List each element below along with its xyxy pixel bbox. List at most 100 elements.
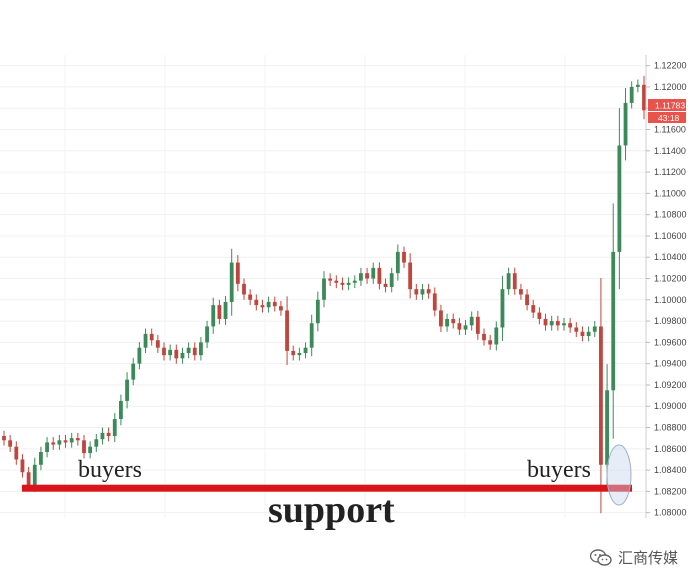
candle-body — [168, 349, 173, 356]
candle-body — [57, 440, 62, 445]
y-tick-label: 1.09400 — [654, 359, 687, 369]
watermark: 汇商传媒 — [589, 547, 678, 568]
candle-body — [211, 305, 216, 327]
candle-body — [149, 333, 154, 341]
candle-body — [45, 442, 49, 453]
candle-body — [2, 436, 6, 441]
candle-body — [359, 273, 363, 281]
candle-body — [82, 440, 86, 454]
price-tag-box — [648, 99, 686, 111]
y-tick-label: 1.12200 — [654, 61, 687, 71]
candle-body — [297, 353, 302, 356]
candle-body — [395, 251, 400, 274]
candle-body — [143, 333, 148, 348]
candlestick-series — [2, 75, 646, 514]
candle-body — [186, 347, 191, 354]
y-tick-label: 1.11200 — [654, 167, 686, 177]
y-axis: 1.08000 1.08200 1.08400 1.08600 1.08800 1.090… — [645, 55, 687, 518]
y-tick-label: 1.10800 — [654, 210, 687, 220]
candle-body — [432, 293, 437, 311]
candle-body — [371, 267, 376, 279]
candle-body — [352, 280, 357, 283]
y-tick-label: 1.08400 — [654, 465, 687, 475]
y-tick-label: 1.09200 — [654, 380, 687, 390]
candle-body — [549, 321, 554, 326]
candle-body — [506, 273, 511, 290]
price-tag-value: 1.11783 — [655, 101, 685, 111]
candle-body — [531, 305, 536, 313]
candle-body — [8, 440, 13, 447]
candle-body — [229, 262, 234, 302]
candle-body — [100, 432, 105, 440]
candle-body — [137, 347, 142, 364]
candle-body — [112, 419, 117, 437]
y-tick-label: 1.10200 — [654, 274, 687, 284]
candle-body — [611, 251, 616, 391]
candle-body — [69, 438, 74, 443]
candle-body — [574, 327, 579, 332]
candle-body — [51, 442, 56, 445]
candle-body — [525, 294, 529, 306]
y-tick-label: 1.09600 — [654, 337, 687, 347]
candle-body — [599, 326, 603, 465]
candle-body — [14, 446, 19, 460]
candle-body — [315, 299, 320, 324]
highlight-ellipse — [606, 444, 632, 506]
candle-body — [309, 323, 314, 348]
annotation-support: support — [268, 489, 395, 531]
candle-body — [519, 289, 523, 295]
candle-body — [500, 289, 505, 328]
candle-body — [32, 464, 37, 486]
candle-body — [623, 102, 628, 146]
candle-body — [174, 349, 179, 359]
candle-body — [488, 340, 493, 345]
candle-body — [426, 289, 431, 294]
y-tick-label: 1.10000 — [654, 295, 687, 305]
candle-body — [642, 84, 646, 111]
candle-body — [414, 289, 419, 295]
candle-body — [205, 326, 209, 343]
timer-tag-box — [648, 112, 686, 123]
candle-body — [106, 432, 111, 437]
candle-body — [439, 310, 443, 327]
candle-body — [635, 84, 640, 87]
y-tick-label: 1.08200 — [654, 486, 687, 496]
y-tick-label: 1.08000 — [654, 508, 687, 518]
candle-body — [162, 347, 166, 356]
candle-body — [192, 347, 197, 356]
candle-body — [389, 273, 394, 288]
candle-body — [26, 472, 31, 486]
wechat-icon — [589, 548, 612, 567]
y-tick-label: 1.11400 — [654, 146, 686, 156]
candle-body — [586, 331, 591, 336]
y-tick-label: 1.08600 — [654, 444, 687, 454]
candle-body — [469, 316, 474, 326]
candle-body — [580, 331, 585, 336]
candle-body — [125, 379, 129, 401]
candle-body — [291, 350, 296, 356]
y-tick-label: 1.12000 — [654, 82, 687, 92]
support-line — [22, 484, 632, 492]
candle-body — [543, 318, 548, 326]
candle-body — [494, 327, 499, 345]
candle-body — [451, 318, 456, 324]
price-tag-timer: 43:18 — [658, 113, 680, 123]
candle-body — [223, 301, 228, 319]
candle-body — [340, 282, 345, 285]
candle-body — [235, 262, 240, 284]
candle-body — [445, 318, 449, 327]
y-tick-label: 1.09800 — [654, 316, 687, 326]
candle-body — [475, 316, 480, 334]
candle-body — [322, 278, 326, 300]
candle-body — [537, 312, 542, 319]
candle-body — [260, 305, 265, 308]
candle-body — [605, 390, 609, 465]
candle-body — [457, 323, 462, 330]
candle-body — [242, 283, 246, 295]
candle-body — [20, 459, 25, 473]
candle-body — [629, 86, 634, 103]
candle-body — [266, 301, 271, 308]
annotation-buyers-left: buyers — [78, 457, 142, 483]
candle-body — [377, 267, 382, 284]
candle-body — [75, 438, 80, 441]
